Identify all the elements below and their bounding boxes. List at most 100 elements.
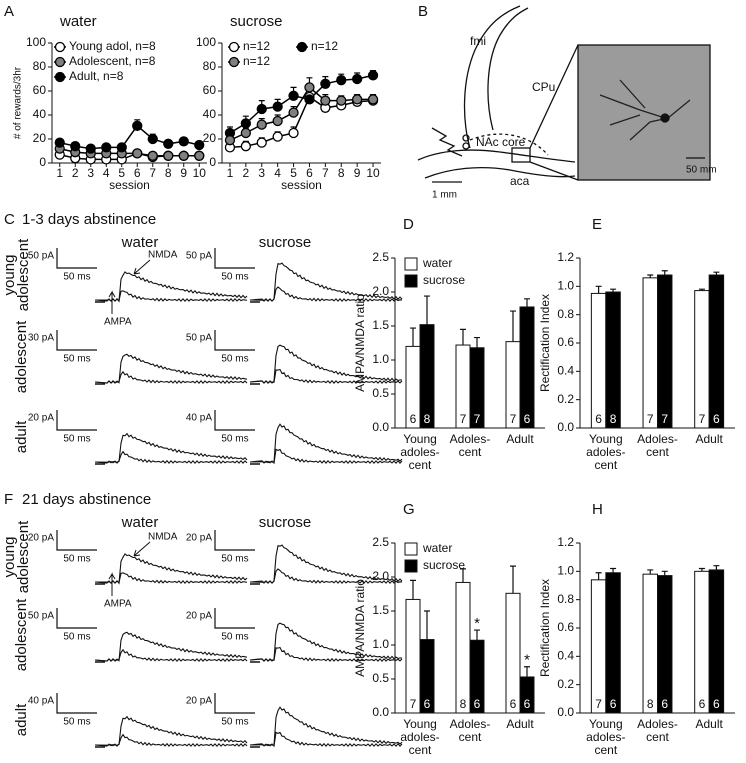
bar xyxy=(694,570,710,714)
bar xyxy=(694,290,710,429)
trace xyxy=(94,370,248,385)
bar xyxy=(405,598,421,714)
error-bar xyxy=(424,295,430,325)
trace xyxy=(249,731,403,748)
n-label: 6 xyxy=(610,697,617,711)
trace xyxy=(95,271,248,303)
x-tick-label: 9 xyxy=(180,166,187,180)
x-tick-label: 4 xyxy=(274,166,281,180)
error-bar xyxy=(460,328,466,346)
scale-label: 50 pA xyxy=(28,611,54,622)
y-tick-label: 0.2 xyxy=(557,392,574,406)
panel-label: C xyxy=(4,211,15,228)
n-label: 6 xyxy=(661,697,668,711)
n-label: 7 xyxy=(595,697,602,711)
y-tick-label: 1.0 xyxy=(372,637,389,651)
scale-label: 50 ms xyxy=(221,272,248,283)
error-bar xyxy=(424,610,430,640)
column-header: water xyxy=(121,234,159,251)
marker xyxy=(304,82,315,93)
electrode xyxy=(431,127,463,157)
marker xyxy=(132,148,143,159)
scale-label: 50 ms xyxy=(221,354,248,365)
x-tick-label: 5 xyxy=(290,166,297,180)
marker xyxy=(288,107,299,118)
series-line xyxy=(59,147,200,157)
y-tick-label: 0.4 xyxy=(557,649,574,663)
arrow-label: AMPA xyxy=(104,317,132,328)
marker xyxy=(116,142,127,153)
y-tick-label: 1.5 xyxy=(372,318,389,332)
scale-label: 20 pA xyxy=(186,611,212,622)
scale-label: 40 pA xyxy=(186,413,212,424)
n-label: 7 xyxy=(460,412,467,426)
row-label: adult xyxy=(13,703,30,736)
legend-label: n=12 xyxy=(243,54,270,68)
error-bar xyxy=(595,285,602,294)
x-tick-label: Adult xyxy=(506,717,534,731)
error-bar xyxy=(661,270,668,275)
arrow xyxy=(133,541,151,557)
arrow-label: NMDA xyxy=(148,250,178,261)
panel-title: 21 days abstinence xyxy=(22,491,151,508)
n-label: 6 xyxy=(424,697,431,711)
scale-label: 20 pA xyxy=(28,533,54,544)
contour xyxy=(487,7,529,131)
marker xyxy=(351,94,363,105)
scale-bar xyxy=(56,530,97,551)
y-tick-label: 2.0 xyxy=(372,284,389,298)
n-label: 7 xyxy=(410,697,417,711)
x-tick-label: Adult xyxy=(695,432,723,446)
row-label: adult xyxy=(13,420,30,453)
nac-border xyxy=(469,133,549,156)
y-tick-label: 0.5 xyxy=(372,386,389,400)
y-tick-label: 0.8 xyxy=(557,307,574,321)
scale-label: 20 pA xyxy=(28,413,54,424)
diagram-label: fmi xyxy=(470,34,486,48)
error-bar xyxy=(595,572,602,580)
trace xyxy=(94,432,248,464)
scale-bar xyxy=(56,330,97,351)
x-tick-label: 7 xyxy=(322,166,329,180)
n-label: 8 xyxy=(424,412,431,426)
legend-label: sucrose xyxy=(423,273,465,287)
series-line xyxy=(59,124,200,150)
trace xyxy=(249,706,403,747)
y-tick-label: 0.5 xyxy=(372,671,389,685)
x-axis-label: session xyxy=(281,178,322,192)
x-tick-label: cent xyxy=(459,445,482,459)
trace xyxy=(249,344,403,385)
x-tick-label: 1 xyxy=(56,166,63,180)
x-tick-label: cent xyxy=(459,730,482,744)
legend-swatch xyxy=(404,542,418,556)
x-tick-label: Adoles- xyxy=(637,717,678,731)
marker xyxy=(240,141,252,152)
marker xyxy=(85,143,96,154)
scale-label: 50 pA xyxy=(28,251,54,262)
chart-title: water xyxy=(59,13,97,30)
y-tick-label: 1.0 xyxy=(557,279,574,293)
electrode-tip xyxy=(462,134,470,142)
x-tick-label: 2 xyxy=(72,166,79,180)
trace xyxy=(249,286,403,303)
arrow-label: AMPA xyxy=(104,599,132,610)
n-label: 7 xyxy=(699,412,706,426)
trace xyxy=(249,448,403,465)
error-bar xyxy=(510,565,516,594)
marker xyxy=(256,119,267,130)
scale-label: 50 ms xyxy=(63,354,90,365)
legend-label: water xyxy=(422,256,452,270)
panel-label: A xyxy=(4,3,14,20)
y-tick-label: 80 xyxy=(33,59,47,73)
marker xyxy=(288,90,299,101)
legend-label: Adult, n=8 xyxy=(69,69,124,83)
inset-box xyxy=(511,147,531,163)
trace xyxy=(249,646,403,663)
x-tick-label: 8 xyxy=(165,166,172,180)
bar xyxy=(469,347,485,429)
x-tick-label: 7 xyxy=(149,166,156,180)
scale-bar xyxy=(56,248,97,269)
contour xyxy=(463,5,521,149)
y-tick-label: 0.4 xyxy=(557,364,574,378)
bar xyxy=(419,324,435,429)
